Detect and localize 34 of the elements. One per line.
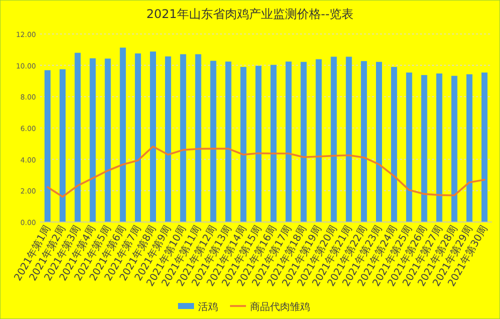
bar bbox=[134, 53, 141, 222]
chart-title: 2021年山东省肉鸡产业监测价格--览表 bbox=[146, 7, 354, 21]
bar bbox=[120, 48, 126, 222]
bar bbox=[391, 66, 398, 222]
bar bbox=[421, 75, 428, 222]
bar bbox=[360, 61, 367, 222]
bar bbox=[300, 62, 307, 222]
bar bbox=[451, 76, 458, 222]
bar bbox=[74, 52, 81, 222]
bar bbox=[180, 54, 186, 222]
bar bbox=[406, 72, 412, 222]
bar bbox=[466, 74, 472, 222]
legend-label: 活鸡 bbox=[198, 301, 218, 313]
bar bbox=[346, 56, 352, 222]
legend-label: 商品代肉雏鸡 bbox=[250, 301, 310, 313]
bar bbox=[60, 69, 66, 222]
bar bbox=[195, 54, 202, 222]
bar bbox=[330, 56, 337, 222]
line-series bbox=[46, 146, 486, 198]
bar bbox=[270, 64, 277, 222]
bar bbox=[210, 60, 216, 222]
bar bbox=[376, 62, 382, 222]
bar bbox=[481, 72, 488, 222]
bar bbox=[255, 66, 262, 222]
bar bbox=[286, 62, 292, 222]
bar bbox=[240, 66, 246, 222]
bar bbox=[44, 70, 51, 222]
bar bbox=[316, 59, 322, 222]
bar bbox=[104, 58, 111, 222]
bar bbox=[150, 52, 156, 222]
bar bbox=[165, 56, 172, 222]
bar bbox=[225, 62, 232, 222]
bar bbox=[90, 58, 96, 222]
bar bbox=[436, 73, 442, 222]
